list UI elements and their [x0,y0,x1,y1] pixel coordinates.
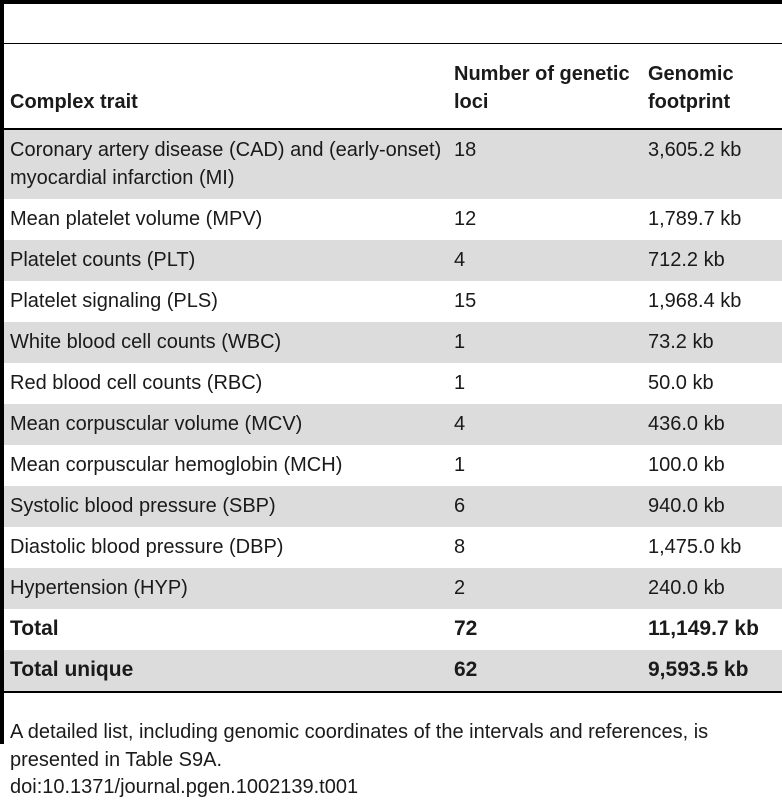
table-row: Hypertension (HYP) 2 240.0 kb [4,568,782,609]
table-row: Mean platelet volume (MPV) 12 1,789.7 kb [4,199,782,240]
header-number-of-loci: Number of genetic loci [448,44,642,130]
footprint-cell: 50.0 kb [648,372,714,394]
loci-cell: 2 [448,568,642,609]
trait-cell: Hypertension (HYP) [4,568,448,609]
trait-cell: Platelet signaling (PLS) [10,290,218,312]
footprint-cell: 712.2 kb [642,240,782,281]
trait-cell: Mean corpuscular hemoglobin (MCH) [10,454,343,476]
left-border-rule [0,0,4,744]
total-unique-footprint: 9,593.5 kb [642,650,782,693]
table-row: Platelet counts (PLT) 4 712.2 kb [4,240,782,281]
loci-cell: 18 [448,129,642,199]
footprint-cell: 436.0 kb [642,404,782,445]
total-unique-row: Total unique 62 9,593.5 kb [4,650,782,693]
trait-cell: Platelet counts (PLT) [4,240,448,281]
loci-cell: 1 [454,454,466,476]
footprint-cell: 940.0 kb [642,486,782,527]
loci-cell: 12 [454,208,477,230]
trait-cell: Mean corpuscular volume (MCV) [4,404,448,445]
table-row: Systolic blood pressure (SBP) 6 940.0 kb [4,486,782,527]
total-unique-label: Total unique [4,650,448,693]
table-row: Mean corpuscular volume (MCV) 4 436.0 kb [4,404,782,445]
total-unique-loci: 62 [448,650,642,693]
footprint-cell: 1,789.7 kb [648,208,742,230]
footprint-cell: 1,968.4 kb [648,290,742,312]
header-genomic-footprint: Genomic footprint [642,44,782,130]
table-row: Mean corpuscular hemoglobin (MCH) 1 100.… [4,445,782,486]
trait-cell: Mean platelet volume (MPV) [10,208,263,230]
total-row: Total 72 11,149.7 kb [4,609,782,650]
trait-cell: Red blood cell counts (RBC) [10,372,263,394]
trait-cell: Systolic blood pressure (SBP) [4,486,448,527]
doi-link[interactable]: doi:10.1371/journal.pgen.1002139.t001 [10,776,359,798]
header-top-rule [4,43,782,44]
trait-cell: Coronary artery disease (CAD) and (early… [4,129,448,199]
total-loci: 72 [454,617,478,640]
footprint-cell: 100.0 kb [648,454,725,476]
total-label: Total [10,617,59,640]
table-row: Red blood cell counts (RBC) 1 50.0 kb [4,363,782,404]
loci-cell: 4 [448,404,642,445]
total-footprint: 11,149.7 kb [648,617,759,640]
footprint-cell: 3,605.2 kb [642,129,782,199]
table-footnote: A detailed list, including genomic coord… [10,721,709,771]
top-border-rule [0,0,782,4]
table-header-row: Complex trait Number of genetic loci Gen… [4,44,782,130]
loci-cell: 1 [454,372,466,394]
footprint-cell: 73.2 kb [642,322,782,363]
loci-cell: 8 [454,536,466,558]
table-row: Diastolic blood pressure (DBP) 8 1,475.0… [4,527,782,568]
footprint-cell: 1,475.0 kb [648,536,742,558]
header-complex-trait: Complex trait [4,44,448,130]
loci-cell: 6 [448,486,642,527]
trait-cell: Diastolic blood pressure (DBP) [10,536,284,558]
table-row: Platelet signaling (PLS) 15 1,968.4 kb [4,281,782,322]
table-row: Coronary artery disease (CAD) and (early… [4,129,782,199]
loci-cell: 1 [448,322,642,363]
trait-cell: White blood cell counts (WBC) [4,322,448,363]
footprint-cell: 240.0 kb [642,568,782,609]
loci-cell: 4 [448,240,642,281]
traits-table: Complex trait Number of genetic loci Gen… [4,44,782,693]
loci-cell: 15 [454,290,477,312]
table-row: White blood cell counts (WBC) 1 73.2 kb [4,322,782,363]
